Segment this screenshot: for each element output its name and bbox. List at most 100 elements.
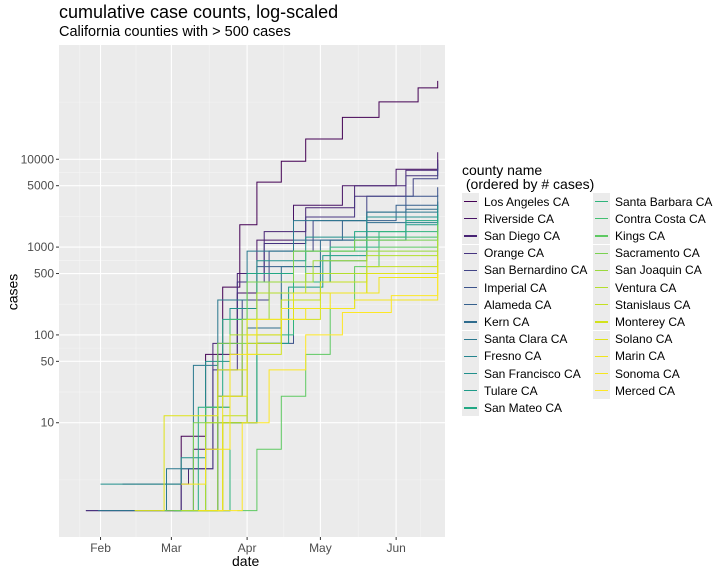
y-tick-label: 5000 — [27, 179, 54, 193]
x-tick-label: Apr — [238, 541, 257, 555]
legend-item: San Francisco CA — [462, 365, 581, 382]
legend-key — [462, 193, 479, 210]
legend-label: Contra Costa CA — [615, 211, 706, 226]
legend-label: San Mateo CA — [484, 400, 563, 415]
chart-title: cumulative case counts, log-scaled — [59, 2, 339, 22]
chart-subtitle: California counties with > 500 cases — [59, 24, 291, 40]
legend-item: Monterey CA — [593, 313, 686, 331]
legend-label: Sonoma CA — [615, 366, 680, 381]
legend-label: Los Angeles CA — [484, 194, 570, 209]
legend-key — [593, 347, 610, 365]
legend-key — [462, 330, 479, 348]
legend-label: Santa Barbara CA — [615, 194, 713, 209]
legend-key — [462, 261, 479, 279]
y-tick-label: 100 — [34, 328, 54, 342]
legend-item: Contra Costa CA — [593, 210, 706, 228]
legend-label: Imperial CA — [484, 280, 547, 295]
legend-item: San Mateo CA — [462, 399, 563, 417]
x-tick-label: Mar — [161, 541, 182, 555]
legend-item: Sonoma CA — [593, 365, 680, 382]
y-tick-label: 10000 — [21, 152, 55, 166]
legend-item: Los Angeles CA — [462, 193, 569, 210]
legend-label: Kings CA — [615, 228, 666, 243]
legend-key — [462, 227, 479, 245]
y-tick-label: 1000 — [27, 240, 54, 254]
series-line — [85, 163, 439, 512]
legend-label: Solano CA — [615, 332, 673, 347]
legend-item: Kings CA — [593, 227, 666, 245]
legend: county name (ordered by # cases) Los Ang… — [462, 162, 712, 417]
legend-item: San Diego CA — [462, 227, 561, 245]
series-line — [217, 273, 439, 512]
legend-label: Santa Clara CA — [484, 332, 568, 347]
series-line — [161, 224, 439, 512]
legend-key — [462, 279, 479, 296]
series-line — [181, 269, 439, 485]
legend-item: Kern CA — [462, 313, 530, 331]
legend-key — [593, 296, 610, 314]
legend-item: Sacramento CA — [593, 244, 700, 262]
legend-item: Ventura CA — [593, 279, 676, 296]
x-tick-label: Feb — [90, 541, 111, 555]
legend-key — [462, 347, 479, 365]
legend-item: Alameda CA — [462, 296, 551, 314]
legend-label: Orange CA — [484, 246, 545, 261]
series-line — [198, 266, 439, 512]
legend-label: Riverside CA — [484, 211, 555, 226]
legend-label: Stanislaus CA — [615, 297, 691, 312]
legend-key — [593, 365, 610, 382]
legend-key — [462, 296, 479, 314]
legend-item: Fresno CA — [462, 347, 542, 365]
legend-key — [462, 313, 479, 331]
legend-key — [593, 227, 610, 245]
legend-item: Merced CA — [593, 382, 676, 400]
legend-label: San Diego CA — [484, 228, 561, 243]
legend-label: Ventura CA — [615, 280, 677, 295]
legend-item: San Joaquin CA — [593, 261, 702, 279]
legend-item: Tulare CA — [462, 382, 538, 400]
x-tick-label: Jun — [386, 541, 405, 555]
legend-label: Fresno CA — [484, 349, 542, 364]
axes: Feb Mar Apr May Jun 10 50 100 500 1000 5000 10000 — [21, 152, 406, 555]
legend-key — [593, 193, 610, 210]
x-tick-label: May — [309, 541, 332, 555]
minor-gridlines — [59, 45, 445, 537]
legend-item: Santa Clara CA — [462, 330, 568, 348]
legend-key — [462, 382, 479, 400]
legend-key — [593, 261, 610, 279]
legend-key — [593, 313, 610, 331]
y-axis-title: cases — [4, 273, 21, 311]
legend-label: Kern CA — [484, 314, 530, 329]
x-axis-title: date — [232, 553, 260, 569]
plot-panel — [59, 45, 445, 537]
legend-key — [593, 279, 610, 296]
legend-item: Riverside CA — [462, 210, 555, 228]
legend-key — [593, 244, 610, 262]
legend-key — [593, 210, 610, 228]
legend-key — [462, 210, 479, 228]
series-line — [237, 229, 439, 512]
legend-label: Monterey CA — [615, 314, 686, 329]
legend-item: San Bernardino CA — [462, 261, 588, 279]
legend-key — [593, 330, 610, 348]
legend-label: Merced CA — [615, 383, 676, 398]
y-tick-label: 50 — [41, 354, 55, 368]
y-tick-label: 500 — [34, 267, 54, 281]
legend-label: Tulare CA — [484, 383, 538, 398]
y-tick-label: 10 — [41, 416, 55, 430]
legend-label: Sacramento CA — [615, 246, 700, 261]
legend-label: San Francisco CA — [484, 366, 581, 381]
legend-key — [593, 382, 610, 400]
series-line — [181, 240, 439, 512]
legend-item: Marin CA — [593, 347, 666, 365]
legend-label: Marin CA — [615, 349, 666, 364]
legend-label: San Bernardino CA — [484, 263, 588, 278]
legend-label: San Joaquin CA — [615, 263, 702, 278]
legend-item: Orange CA — [462, 244, 545, 262]
legend-item: Solano CA — [593, 330, 673, 348]
legend-key — [462, 365, 479, 382]
legend-title: county name (ordered by # cases) — [462, 162, 595, 192]
legend-item: Santa Barbara CA — [593, 193, 712, 210]
series-lines — [85, 80, 439, 512]
